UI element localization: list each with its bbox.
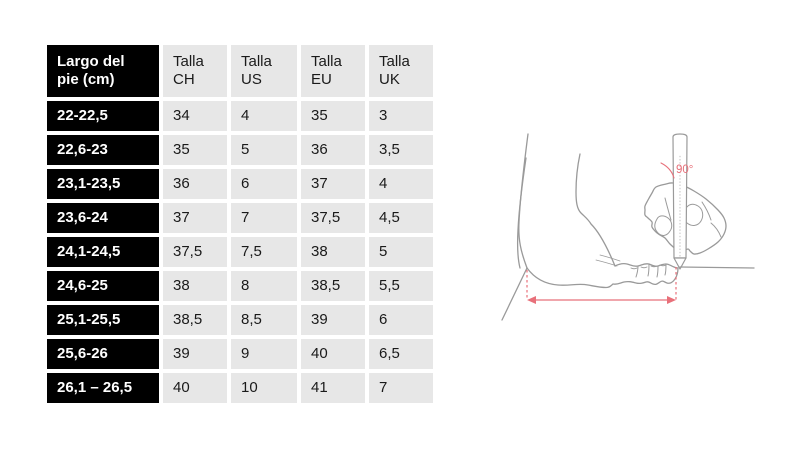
svg-text:90°: 90° xyxy=(676,164,693,176)
